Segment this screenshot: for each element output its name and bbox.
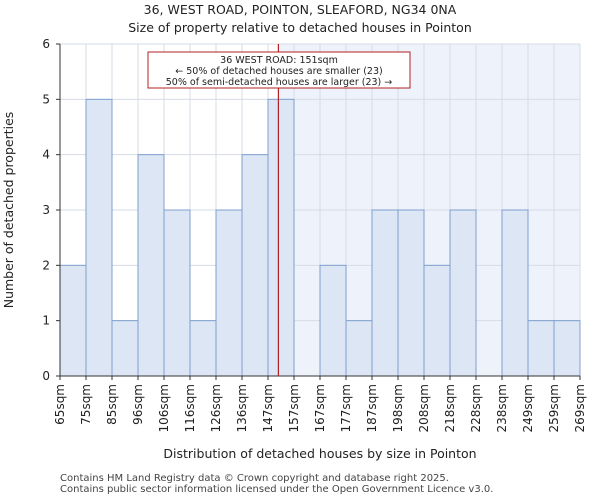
bar xyxy=(189,320,217,377)
x-tick-label: 269sqm xyxy=(573,384,587,432)
x-tick-label: 208sqm xyxy=(417,384,431,432)
bar xyxy=(59,264,87,377)
chart-title: 36, WEST ROAD, POINTON, SLEAFORD, NG34 0… xyxy=(143,2,457,17)
bar xyxy=(137,154,165,377)
bar xyxy=(423,264,451,377)
bar xyxy=(553,320,581,377)
x-tick-label: 96sqm xyxy=(131,384,145,425)
x-tick-label: 116sqm xyxy=(183,384,197,432)
x-axis-label: Distribution of detached houses by size … xyxy=(163,446,476,461)
annotation-box xyxy=(147,51,411,89)
x-tick-label: 218sqm xyxy=(443,384,457,432)
x-tick-label: 228sqm xyxy=(469,384,483,432)
x-tick-label: 65sqm xyxy=(53,384,67,425)
chart-subtitle: Size of property relative to detached ho… xyxy=(128,20,472,35)
bar xyxy=(397,209,425,377)
bar xyxy=(319,264,347,377)
x-tick-label: 106sqm xyxy=(157,384,171,432)
y-tick-label: 4 xyxy=(42,148,50,162)
x-tick-label: 75sqm xyxy=(79,384,93,425)
annotation-line: 36 WEST ROAD: 151sqm xyxy=(220,55,338,66)
y-tick-label: 0 xyxy=(42,369,50,383)
x-tick-label: 249sqm xyxy=(521,384,535,432)
annotation-line: ← 50% of detached houses are smaller (23… xyxy=(175,66,382,77)
x-tick-label: 167sqm xyxy=(313,384,327,432)
footer-line-2: Contains public sector information licen… xyxy=(60,484,494,495)
y-tick-label: 3 xyxy=(42,203,50,217)
x-tick-label: 157sqm xyxy=(287,384,301,432)
bar xyxy=(501,209,529,377)
x-tick-label: 85sqm xyxy=(105,384,119,425)
footer-line-1: Contains HM Land Registry data © Crown c… xyxy=(60,473,449,484)
x-tick-label: 259sqm xyxy=(547,384,561,432)
y-tick-label: 6 xyxy=(42,37,50,51)
x-tick-label: 177sqm xyxy=(339,384,353,432)
y-tick-label: 1 xyxy=(42,314,50,328)
y-tick-label: 2 xyxy=(42,258,50,272)
bar xyxy=(527,320,555,377)
x-tick-label: 198sqm xyxy=(391,384,405,432)
bar xyxy=(371,209,399,377)
x-tick-label: 238sqm xyxy=(495,384,509,432)
x-tick-label: 136sqm xyxy=(235,384,249,432)
x-tick-label: 187sqm xyxy=(365,384,379,432)
bar xyxy=(345,320,373,377)
x-tick-label: 147sqm xyxy=(261,384,275,432)
bar xyxy=(267,98,295,377)
y-tick-label: 5 xyxy=(42,92,50,106)
bar xyxy=(241,154,269,377)
bar xyxy=(163,209,191,377)
annotation-line: 50% of semi-detached houses are larger (… xyxy=(166,77,393,88)
bar xyxy=(85,98,113,377)
bar xyxy=(111,320,139,377)
bar xyxy=(215,209,243,377)
x-tick-label: 126sqm xyxy=(209,384,223,432)
y-axis-label: Number of detached properties xyxy=(1,112,16,309)
bar xyxy=(449,209,477,377)
